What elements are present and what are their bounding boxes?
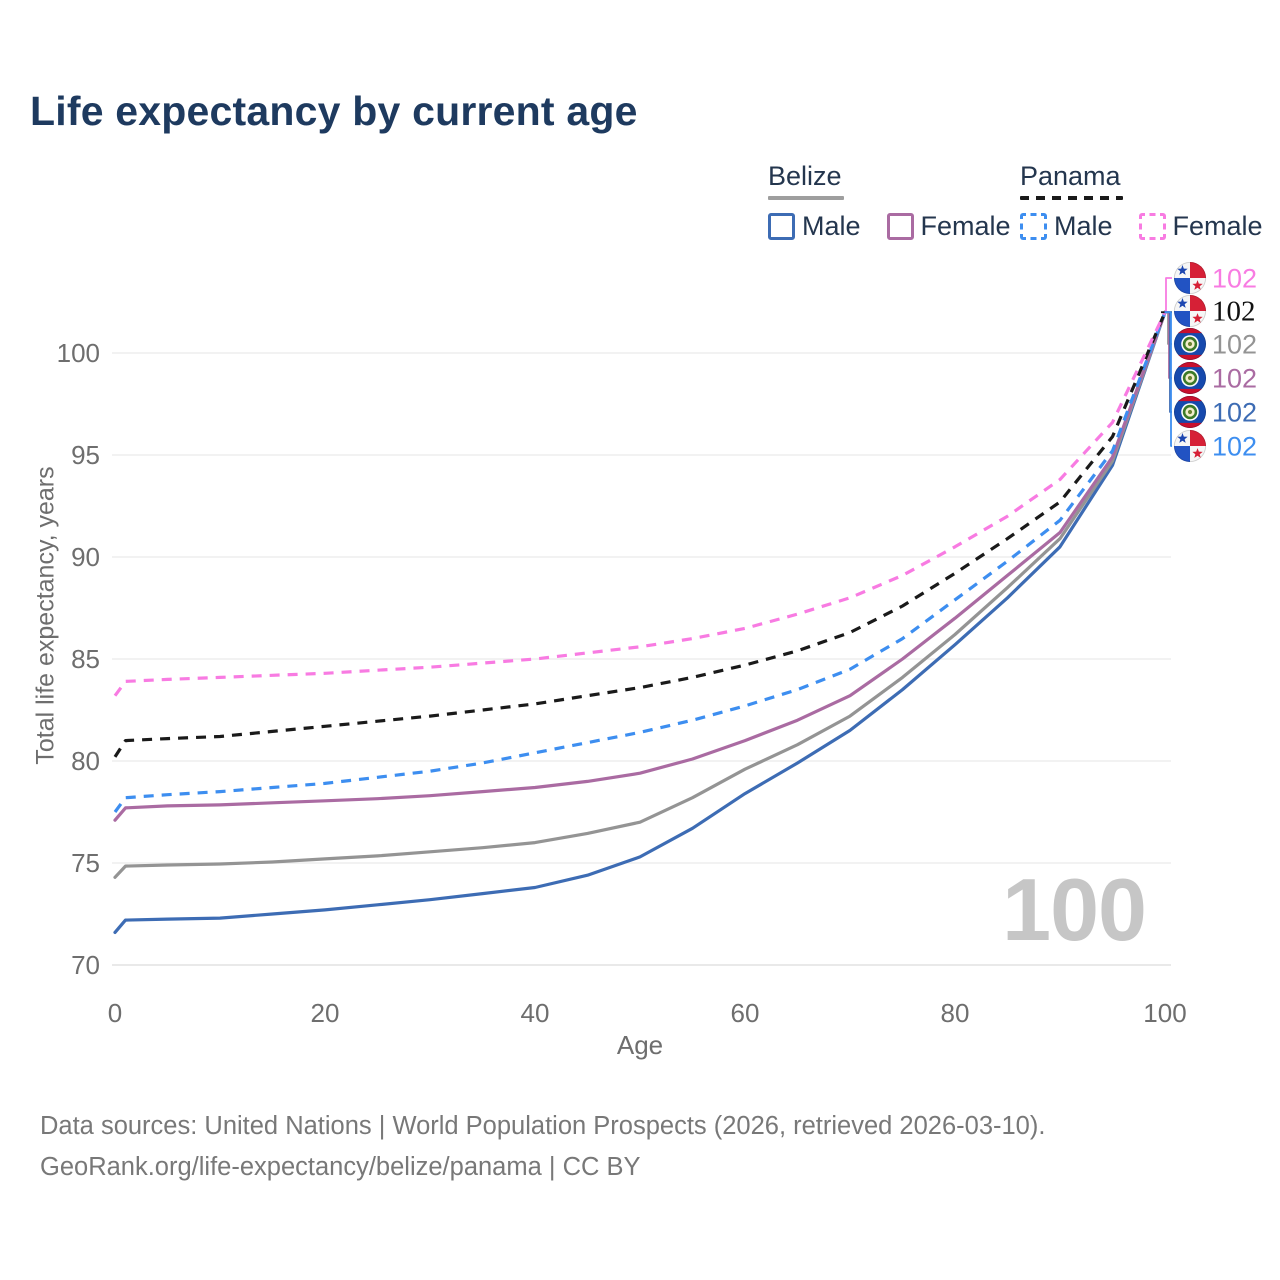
x-tick-label: 80 <box>941 998 970 1028</box>
x-tick-label: 20 <box>311 998 340 1028</box>
legend-group-belize: Belize Male Female <box>768 161 1011 242</box>
panama-flag-icon <box>1173 294 1207 328</box>
end-value-label-panama-female: 102 <box>1212 264 1257 294</box>
series-line-panama-male[interactable] <box>113 311 1167 813</box>
leader-line <box>1164 277 1172 314</box>
gridlines <box>112 352 1171 966</box>
end-label-group-belize: 102 <box>1164 311 1257 361</box>
leader-line <box>1164 311 1172 447</box>
end-value-label-panama-male: 102 <box>1212 432 1257 462</box>
series-line-belize-female[interactable] <box>113 310 1167 822</box>
legend-item-panama-female[interactable]: Female <box>1138 211 1263 242</box>
legend-item-panama-male[interactable]: Male <box>1020 211 1113 242</box>
x-tick-label: 60 <box>731 998 760 1028</box>
end-value-label-belize-male: 102 <box>1212 398 1257 428</box>
end-value-label-panama: 102 <box>1212 296 1256 328</box>
legend-country-label-belize: Belize <box>768 161 842 191</box>
panama-flag-icon <box>1173 429 1207 463</box>
y-axis-title: Total life expectancy, years <box>31 466 60 765</box>
y-tick-label: 75 <box>71 848 100 878</box>
x-axis-title: Age <box>616 1030 664 1060</box>
belize-flag-icon <box>1173 361 1207 395</box>
end-label-group-belize-male: 102 <box>1164 311 1257 429</box>
legend-item-label-belize-female: Female <box>920 211 1011 241</box>
series-line-panama[interactable] <box>113 311 1167 758</box>
legend-swatch-panama-female[interactable] <box>1138 213 1166 240</box>
footer-attribution: GeoRank.org/life-expectancy/belize/panam… <box>40 1153 641 1181</box>
belize-flag-icon <box>1173 395 1207 429</box>
belize-flag-icon <box>1173 327 1207 361</box>
footer-datasource: Data sources: United Nations | World Pop… <box>40 1112 1046 1140</box>
y-tick-label: 80 <box>71 746 100 776</box>
legend-item-label-panama-female: Female <box>1172 211 1263 241</box>
end-value-label-belize: 102 <box>1212 330 1257 360</box>
end-label-group-panama: 102 <box>1161 294 1256 328</box>
series-line-belize[interactable] <box>113 310 1167 879</box>
legend-item-label-panama-male: Male <box>1054 211 1113 241</box>
legend-item-label-belize-male: Male <box>802 211 861 241</box>
y-tick-label: 90 <box>71 542 100 572</box>
series-line-panama-female[interactable] <box>113 311 1167 697</box>
footer: Data sources: United Nations | World Pop… <box>40 1106 1045 1188</box>
legend-linestyle-belize <box>768 196 844 200</box>
y-tick-label: 100 <box>57 338 100 368</box>
legend-item-belize-female[interactable]: Female <box>886 211 1011 242</box>
legend-swatch-belize-male[interactable] <box>768 213 795 240</box>
legend-item-belize-male[interactable]: Male <box>768 211 861 242</box>
legend-country-label-panama: Panama <box>1020 161 1121 191</box>
legend-linestyle-panama <box>1020 196 1123 200</box>
legend-swatch-belize-female[interactable] <box>886 213 914 240</box>
legend-group-panama: Panama Male Female <box>1020 161 1263 242</box>
legend-swatch-panama-male[interactable] <box>1020 213 1047 240</box>
y-tick-label: 95 <box>71 440 100 470</box>
end-value-label-belize-female: 102 <box>1212 364 1257 394</box>
series-line-belize-male[interactable] <box>113 310 1167 934</box>
legend-country-panama[interactable]: Panama <box>1020 161 1263 200</box>
y-tick-label: 85 <box>71 644 100 674</box>
y-tick-label: 70 <box>71 950 100 980</box>
end-label-group-belize-female: 102 <box>1164 311 1257 395</box>
x-tick-label: 0 <box>108 998 122 1028</box>
x-tick-label: 40 <box>521 998 550 1028</box>
legend-country-belize[interactable]: Belize <box>768 161 1011 200</box>
age-indicator: 100 <box>1002 860 1147 959</box>
x-tick-label: 100 <box>1143 998 1186 1028</box>
panama-flag-icon <box>1173 261 1207 295</box>
page-title: Life expectancy by current age <box>30 88 638 134</box>
